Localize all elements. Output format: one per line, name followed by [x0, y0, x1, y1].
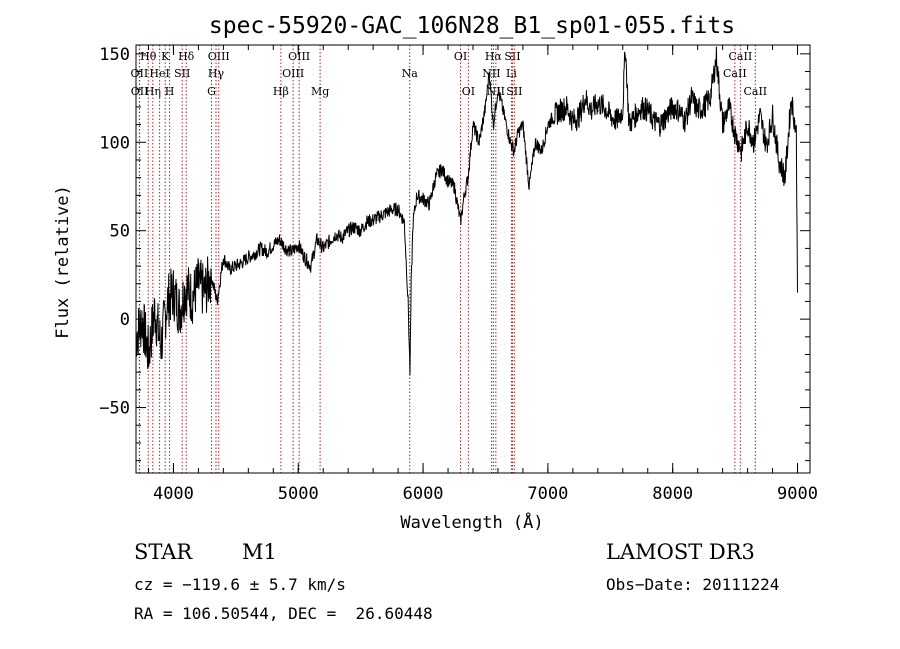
spectral-line-label: Hη	[145, 85, 161, 98]
spectral-line-label: G	[207, 85, 216, 98]
spectral-line-label: Li	[506, 67, 517, 80]
spectral-line-label: HeI	[149, 67, 169, 80]
x-tick-label: 6000	[403, 484, 444, 504]
spectral-line-label: OI	[462, 85, 475, 98]
object-class: STAR	[134, 540, 193, 564]
spectral-line-label: NII	[487, 85, 505, 98]
spectral-line-label: H	[165, 85, 175, 98]
spectral-line-label: CaII	[743, 85, 767, 98]
x-tick-label: 5000	[278, 484, 319, 504]
y-tick-label: 0	[120, 310, 130, 330]
x-axis-label: Wavelength (Å)	[400, 511, 543, 533]
x-tick-label: 8000	[652, 484, 693, 504]
object-subclass: M1	[242, 540, 277, 564]
spectral-line-label: OIII	[288, 50, 310, 63]
x-tick-label: 4000	[153, 484, 194, 504]
spectral-line-label: Mg	[311, 85, 329, 98]
x-tick-label: 9000	[777, 484, 818, 504]
spectral-line-label: Hγ	[208, 67, 225, 80]
y-tick-label: 150	[99, 45, 130, 65]
spectral-line-label: Hα	[485, 50, 503, 63]
spectral-line-label: Hβ	[273, 85, 289, 98]
spectral-line-label: SII	[504, 50, 520, 63]
spectral-line-label: K	[161, 50, 170, 63]
spectral-line-label: OI	[454, 50, 467, 63]
spectral-line-label: OIII	[282, 67, 304, 80]
spectral-line-label: OII	[131, 85, 149, 98]
flux-series-line	[135, 46, 798, 376]
spectral-line-label: Na	[402, 67, 419, 80]
spectral-line-label: SII	[506, 85, 522, 98]
redshift-velocity: cz = −119.6 ± 5.7 km/s	[134, 575, 346, 594]
spectral-line-label: Hδ	[178, 50, 195, 63]
spectral-line-label: SII	[174, 67, 190, 80]
coordinates: RA = 106.50544, DEC = 26.60448	[134, 604, 433, 623]
spectral-line-label: Hθ	[140, 50, 157, 63]
spectral-line-label: OIII	[208, 50, 230, 63]
survey-name: LAMOST DR3	[606, 540, 755, 564]
x-tick-label: 7000	[527, 484, 568, 504]
observation-date: Obs−Date: 20111224	[606, 575, 780, 594]
spectral-line-label: NII	[482, 67, 500, 80]
y-tick-label: 50	[110, 222, 130, 242]
spectral-line-label: CaII	[729, 50, 753, 63]
spectral-line-label: CaII	[723, 67, 747, 80]
y-axis-label: Flux (relative)	[53, 185, 73, 339]
chart-title: spec-55920-GAC_106N28_B1_sp01-055.fits	[209, 13, 735, 39]
axis-ticks: 4000 5000 6000 7000 8000 9000 −50 0 50 100 150	[99, 45, 818, 504]
y-tick-label: −50	[99, 399, 130, 419]
y-tick-label: 100	[99, 133, 130, 153]
